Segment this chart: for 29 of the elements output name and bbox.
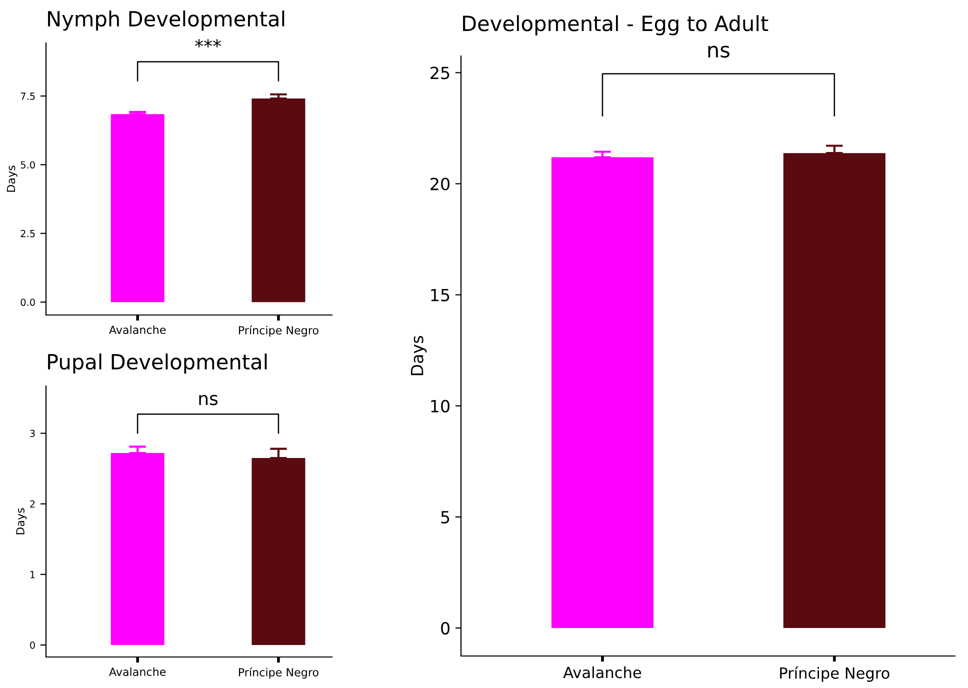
x-tick-label: Avalanche — [109, 325, 166, 334]
x-tick-label: Avalanche — [563, 666, 642, 678]
x-tick-label: Príncipe Negro — [238, 667, 318, 679]
y-tick-label: 1 — [30, 571, 35, 578]
y-axis-title: Days — [16, 508, 27, 534]
y-tick-label: 0 — [30, 641, 35, 649]
y-tick-label: 3 — [30, 430, 35, 438]
y-tick-label: 2.5 — [20, 230, 35, 238]
y-axis-title: Days — [6, 166, 18, 192]
y-tick-label: 7.5 — [20, 92, 35, 100]
chart-title: Nymph Developmental — [48, 10, 284, 31]
x-tick-label: Príncipe Negro — [780, 666, 890, 682]
chart-title: Pupal Developmental — [48, 354, 267, 374]
annotation: *** — [195, 39, 222, 48]
annotation: ns — [199, 394, 218, 406]
y-tick-label: 20 — [430, 178, 450, 190]
y-tick-label: 15 — [431, 288, 450, 302]
y-tick-label: 5.0 — [20, 161, 35, 169]
x-tick-label: Avalanche — [109, 667, 166, 676]
y-tick-label: 10 — [431, 400, 450, 412]
y-tick-label: 0 — [441, 622, 450, 635]
y-axis-title: Days — [410, 336, 427, 376]
y-tick-label: 5 — [441, 511, 450, 524]
y-tick-label: 2 — [30, 500, 35, 508]
y-tick-label: 25 — [430, 66, 450, 80]
y-tick-label: 0.0 — [20, 298, 35, 306]
chart-title: Developmental - Egg to Adult — [463, 15, 768, 36]
annotation: ns — [708, 46, 730, 58]
x-tick-label: Príncipe Negro — [238, 325, 318, 337]
